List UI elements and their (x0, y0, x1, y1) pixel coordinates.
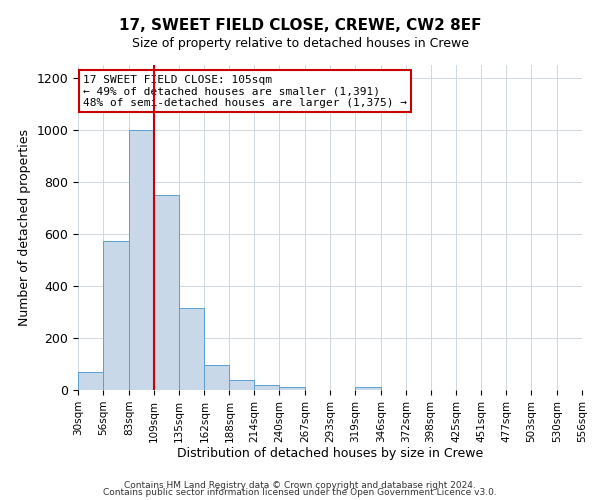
Text: Contains HM Land Registry data © Crown copyright and database right 2024.: Contains HM Land Registry data © Crown c… (124, 480, 476, 490)
Bar (229, 380, 254, 390)
Bar (78, 372, 103, 390)
X-axis label: Distribution of detached houses by size in Crewe: Distribution of detached houses by size … (177, 448, 483, 460)
Bar (179, 308, 205, 390)
Y-axis label: Number of detached properties: Number of detached properties (18, 129, 31, 326)
Text: 17, SWEET FIELD CLOSE, CREWE, CW2 8EF: 17, SWEET FIELD CLOSE, CREWE, CW2 8EF (119, 18, 481, 32)
Bar (279, 388, 305, 390)
Text: 17 SWEET FIELD CLOSE: 105sqm
← 49% of detached houses are smaller (1,391)
48% of: 17 SWEET FIELD CLOSE: 105sqm ← 49% of de… (83, 74, 407, 108)
Bar (254, 385, 279, 390)
Bar (129, 130, 154, 390)
Bar (205, 366, 229, 390)
Bar (103, 240, 129, 390)
Bar (154, 195, 179, 390)
Bar (355, 388, 381, 390)
Text: Contains public sector information licensed under the Open Government Licence v3: Contains public sector information licen… (103, 488, 497, 497)
Text: Size of property relative to detached houses in Crewe: Size of property relative to detached ho… (131, 38, 469, 51)
